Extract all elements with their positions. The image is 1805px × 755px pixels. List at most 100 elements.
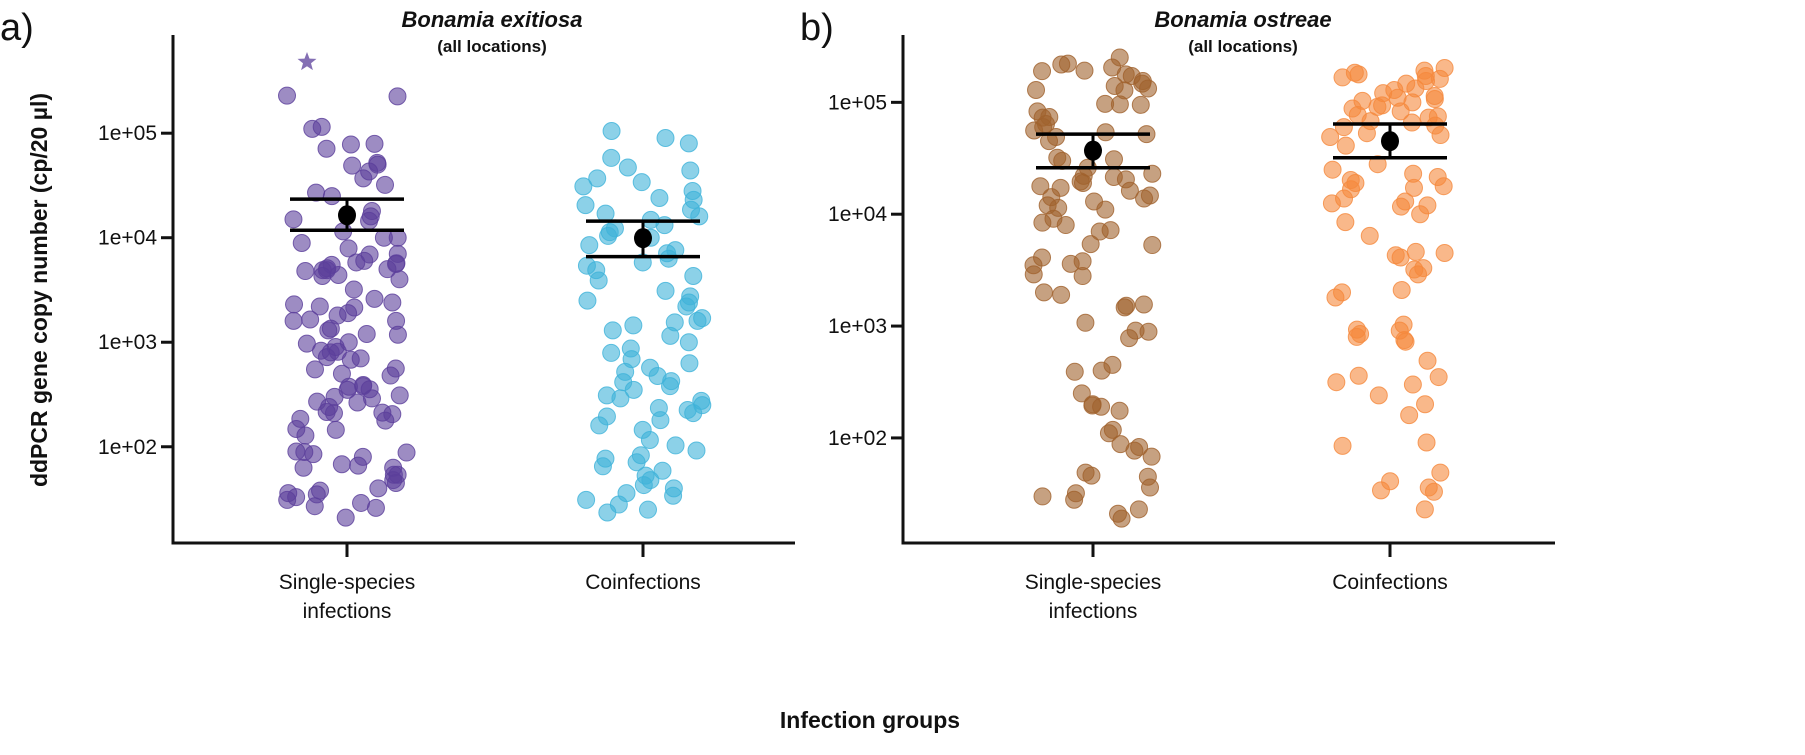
data-point <box>360 211 379 230</box>
data-point <box>1418 351 1437 370</box>
data-point <box>639 500 658 519</box>
panel-a: a) Bonamia exitiosa (all locations) 1e+02 1e… <box>0 7 795 623</box>
series-single-species <box>1024 48 1162 528</box>
data-point <box>1033 487 1052 506</box>
data-point <box>397 443 416 462</box>
data-point <box>1142 447 1161 466</box>
data-point <box>297 334 316 353</box>
data-point <box>386 474 405 493</box>
mean-point <box>1084 140 1102 161</box>
data-point <box>390 270 409 289</box>
data-point <box>352 493 371 512</box>
data-point <box>589 271 608 290</box>
data-point <box>1425 90 1444 109</box>
data-point <box>1336 213 1355 232</box>
data-point <box>1033 213 1052 232</box>
data-point <box>343 156 362 175</box>
data-point <box>684 404 703 423</box>
data-point <box>603 321 622 340</box>
data-point <box>1025 121 1044 140</box>
data-point <box>1135 189 1154 208</box>
series-coinfections <box>1321 58 1454 519</box>
data-point <box>680 354 699 373</box>
y-tick-label: 1e+02 <box>828 427 887 450</box>
data-point <box>661 326 680 345</box>
data-point <box>329 265 348 284</box>
data-point <box>1073 267 1092 286</box>
data-point <box>1416 395 1435 414</box>
data-point <box>1323 160 1342 179</box>
data-point <box>1076 313 1095 332</box>
data-point <box>278 86 297 105</box>
data-point <box>599 226 618 245</box>
data-point <box>1024 265 1043 284</box>
data-point <box>650 188 669 207</box>
data-point <box>1031 177 1050 196</box>
data-point <box>640 431 659 450</box>
data-point <box>1333 68 1352 87</box>
x-axis-label: Infection groups <box>780 707 960 733</box>
data-point <box>1027 80 1046 99</box>
data-point <box>684 267 703 286</box>
data-point <box>1403 375 1422 394</box>
data-point <box>679 333 698 352</box>
data-point <box>1349 366 1368 385</box>
data-point <box>357 324 376 343</box>
data-point <box>285 295 304 314</box>
data-point <box>339 239 358 258</box>
data-point <box>661 377 680 396</box>
data-point <box>284 311 303 330</box>
data-point <box>317 348 336 367</box>
data-point <box>295 443 314 462</box>
data-point <box>602 343 621 362</box>
data-point <box>294 458 313 477</box>
mean-point <box>1381 131 1399 152</box>
data-point <box>598 503 617 522</box>
data-point <box>1056 216 1075 235</box>
x-tick-label-line: Single-species <box>1025 571 1162 594</box>
data-point <box>348 393 367 412</box>
data-point <box>1096 200 1115 219</box>
data-point <box>1349 65 1368 84</box>
data-point <box>305 360 324 379</box>
data-point <box>602 121 621 140</box>
data-point <box>319 321 338 340</box>
data-point <box>381 366 400 385</box>
data-point <box>1143 236 1162 255</box>
data-point <box>588 169 607 188</box>
data-point <box>1347 327 1366 346</box>
data-point <box>1327 373 1346 392</box>
data-point <box>1415 500 1434 519</box>
panel-title: Bonamia exitiosa <box>402 7 583 32</box>
data-point <box>1404 178 1423 197</box>
data-point <box>1075 61 1094 80</box>
data-point <box>602 148 621 167</box>
panel-subtitle: (all locations) <box>1188 37 1298 56</box>
x-tick-label-line: Single-species <box>279 571 416 594</box>
x-tick-label: Single-species infections <box>1025 571 1162 623</box>
data-point <box>332 455 351 474</box>
data-point <box>656 128 675 147</box>
data-point <box>366 498 385 517</box>
data-point <box>1326 288 1345 307</box>
data-point <box>388 87 407 106</box>
data-point <box>1081 235 1100 254</box>
data-point <box>1391 197 1410 216</box>
data-point <box>677 297 696 316</box>
data-point <box>1052 55 1071 74</box>
data-point <box>1391 102 1410 121</box>
data-point <box>1096 123 1115 142</box>
data-point <box>351 349 370 368</box>
mean-point <box>338 205 356 226</box>
data-point <box>1065 362 1084 381</box>
data-point <box>1120 181 1139 200</box>
data-point <box>365 289 384 308</box>
data-point <box>1396 332 1415 351</box>
data-point <box>326 420 345 439</box>
data-point <box>1129 500 1148 519</box>
y-axis-label: ddPCR gene copy number (cp/20 µl) <box>26 93 52 487</box>
series-single-species <box>278 52 416 527</box>
data-point <box>1120 329 1139 348</box>
x-tick-label-line: Coinfections <box>585 571 701 594</box>
